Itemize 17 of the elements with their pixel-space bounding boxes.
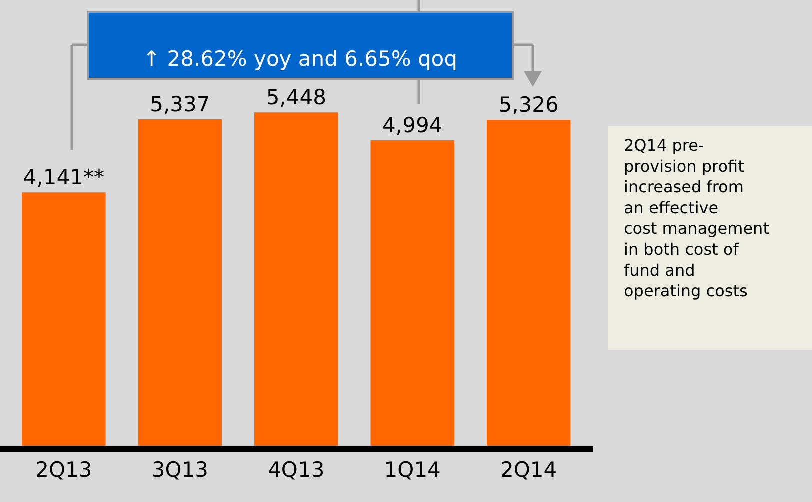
x-tick-label: 3Q13 (152, 458, 208, 482)
data-label: 5,448 (266, 86, 326, 110)
bar (22, 192, 106, 446)
x-tick-label: 4Q13 (268, 458, 325, 482)
data-label: 5,326 (498, 93, 559, 118)
bar (370, 140, 454, 446)
data-label: 5,337 (150, 92, 210, 116)
data-label: 4,141** (23, 166, 104, 190)
x-tick-label: 2Q13 (36, 458, 92, 482)
bar (138, 119, 222, 446)
text: ↑ 28.62% yoy and 6.65% qoq (143, 47, 458, 71)
x-tick-label: 1Q14 (384, 458, 441, 482)
bar (254, 112, 338, 446)
text: 2Q14 pre-provision profit increased from an effective cost management in both cost of fund and operating costs (624, 136, 770, 301)
bar (486, 120, 571, 446)
x-tick-label: 2Q14 (500, 458, 558, 482)
data-label: 4,994 (382, 113, 443, 138)
